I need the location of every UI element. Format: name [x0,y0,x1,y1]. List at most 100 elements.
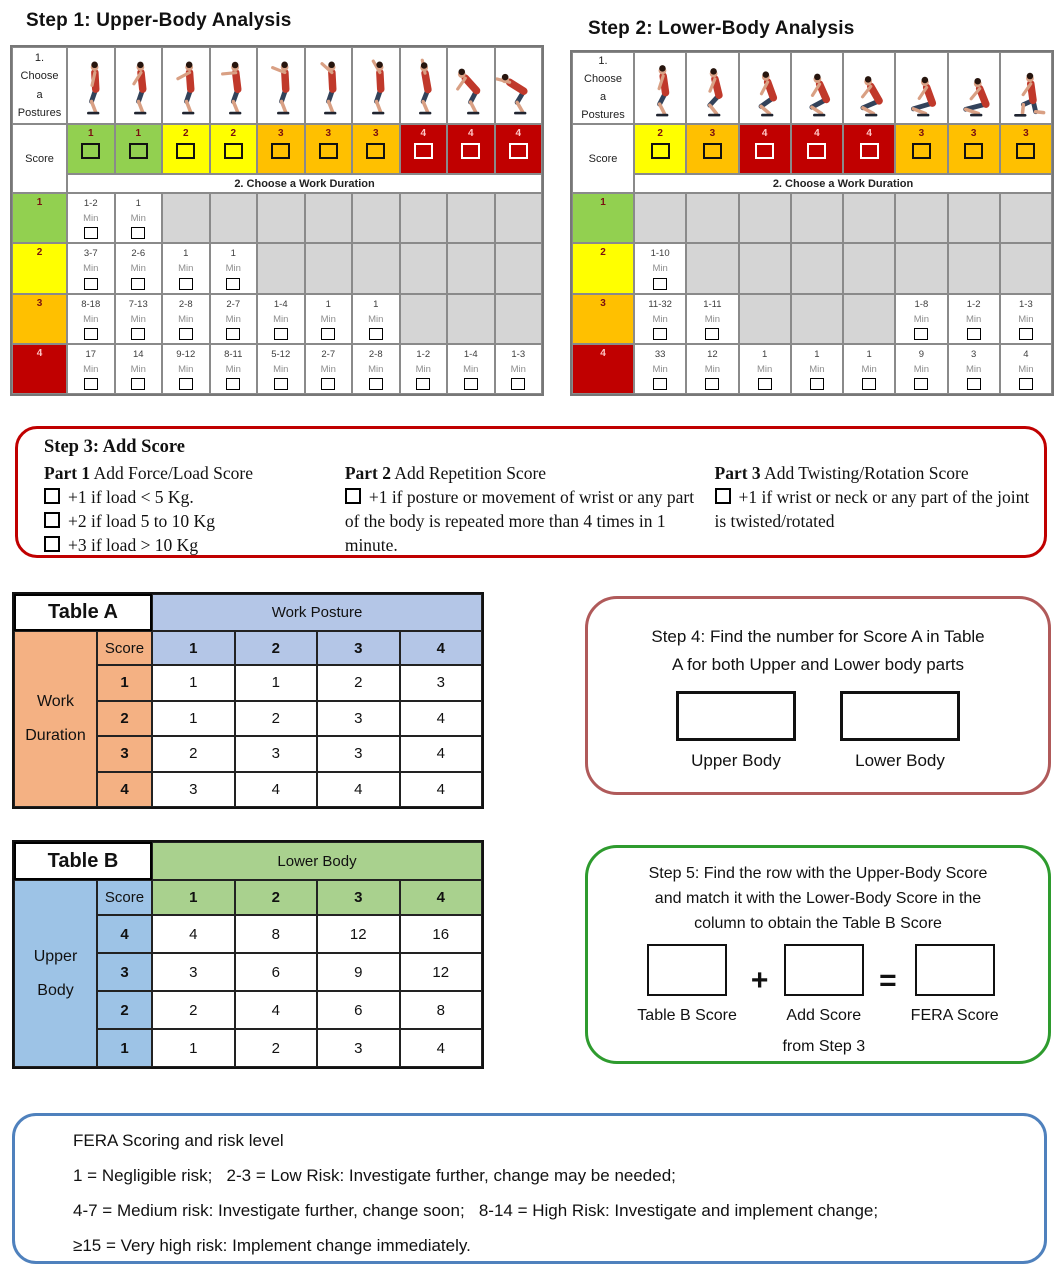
add-score-box-label: from Step 3 [782,1038,866,1056]
duration-checkbox[interactable] [83,378,98,390]
lower-body-score-box[interactable] [840,691,960,742]
duration-cell: 2-6 Min [114,243,162,294]
posture-cell [399,47,447,124]
table-a-row-label: 2 [97,700,152,736]
posture-score-checkbox[interactable] [911,143,931,159]
empty-cell [947,193,1000,244]
empty-cell [447,293,495,344]
posture-score-checkbox[interactable] [128,143,148,159]
duration-range: 1 [183,248,189,260]
posture-score-checkbox[interactable] [755,143,775,159]
duration-checkbox[interactable] [273,378,288,390]
duration-checkbox[interactable] [966,327,981,340]
posture-score-checkbox[interactable] [413,143,433,159]
empty-cell [790,293,843,344]
duration-range: 1-2 [83,198,98,209]
step5-title-line: and match it with the Lower-Body Score i… [654,889,982,907]
duration-row-score-4: 4 [12,343,67,394]
duration-range: 7-13 [128,298,148,310]
table-a-title: Table A [14,594,152,631]
step3-part-heading: Part 1 Add Force/Load Score [44,462,253,483]
empty-cell [686,193,739,244]
posture-score-checkbox[interactable] [81,143,101,159]
posture-cell [738,52,791,124]
duration-checkbox[interactable] [178,327,193,340]
duration-checkbox[interactable] [705,378,720,390]
posture-score-checkbox[interactable] [859,143,879,159]
duration-checkbox[interactable] [416,378,431,390]
step3-option-checkbox[interactable] [714,487,731,504]
empty-cell [895,193,948,244]
posture-score-checkbox[interactable] [702,143,722,159]
duration-range: 9 [918,348,925,360]
duration-checkbox[interactable] [131,277,146,290]
step3-option-checkbox[interactable] [44,487,60,504]
duration-checkbox[interactable] [1018,378,1033,390]
duration-checkbox[interactable] [131,227,146,240]
posture-score-checkbox[interactable] [650,143,670,159]
step3-option-checkbox[interactable] [44,535,60,552]
duration-checkbox[interactable] [226,277,241,290]
empty-cell [738,193,791,244]
duration-checkbox[interactable] [705,327,720,340]
duration-checkbox[interactable] [321,378,336,390]
table-b-row-label: 1 [97,1029,152,1067]
duration-checkbox[interactable] [511,378,526,390]
duration-checkbox[interactable] [809,378,824,390]
stand-slight-bend-posture-icon [656,65,670,117]
duration-checkbox[interactable] [862,378,877,390]
duration-checkbox[interactable] [178,277,193,290]
duration-checkbox[interactable] [914,327,929,340]
posture-score-value: 2 [657,128,663,139]
duration-checkbox[interactable] [83,327,98,340]
table-b-score-box[interactable] [647,944,728,997]
empty-cell [494,293,542,344]
duration-checkbox[interactable] [653,378,668,390]
duration-row-score-2: 2 [12,243,67,294]
posture-score-checkbox[interactable] [318,143,338,159]
posture-score-checkbox[interactable] [807,143,827,159]
duration-checkbox[interactable] [226,327,241,340]
duration-checkbox[interactable] [653,327,668,340]
step4-box: Step 4: Find the number for Score A in T… [585,596,1051,795]
posture-score-checkbox[interactable] [964,143,984,159]
duration-checkbox[interactable] [131,378,146,390]
duration-checkbox[interactable] [226,378,241,390]
duration-checkbox[interactable] [368,327,383,340]
step3-option-checkbox[interactable] [344,487,361,504]
posture-score-checkbox[interactable] [176,143,196,159]
step2-title: Step 2: Lower-Body Analysis [588,18,855,39]
fera-score-box[interactable] [914,944,995,997]
duration-checkbox[interactable] [966,378,981,390]
step3-option-checkbox[interactable] [44,511,60,528]
step4-title-line: Step 4: Find the number for Score A in T… [651,627,985,646]
duration-checkbox[interactable] [368,378,383,390]
duration-unit: Min [320,313,336,325]
posture-score-checkbox[interactable] [461,143,481,159]
duration-checkbox[interactable] [83,277,98,290]
duration-range: 1 [230,248,236,260]
add-score-box[interactable] [783,944,864,997]
posture-score-checkbox[interactable] [508,143,528,159]
posture-score-checkbox[interactable] [1016,143,1036,159]
duration-range: 5-12 [271,348,291,360]
posture-score-checkbox[interactable] [271,143,291,159]
duration-checkbox[interactable] [653,277,668,290]
duration-range: 8-18 [81,298,101,310]
duration-checkbox[interactable] [83,227,98,240]
upper-body-score-box[interactable] [676,691,796,742]
posture-score-cell: 3 [304,124,352,174]
duration-checkbox[interactable] [757,378,772,390]
duration-checkbox[interactable] [131,327,146,340]
duration-range: 17 [85,348,97,360]
posture-score-checkbox[interactable] [223,143,243,159]
duration-checkbox[interactable] [321,327,336,340]
duration-checkbox[interactable] [914,378,929,390]
duration-checkbox[interactable] [273,327,288,340]
duration-checkbox[interactable] [463,378,478,390]
standing-arms-down-posture-icon [86,61,100,114]
posture-score-checkbox[interactable] [366,143,386,159]
posture-score-value: 3 [918,128,925,139]
duration-checkbox[interactable] [178,378,193,390]
duration-checkbox[interactable] [1018,327,1033,340]
